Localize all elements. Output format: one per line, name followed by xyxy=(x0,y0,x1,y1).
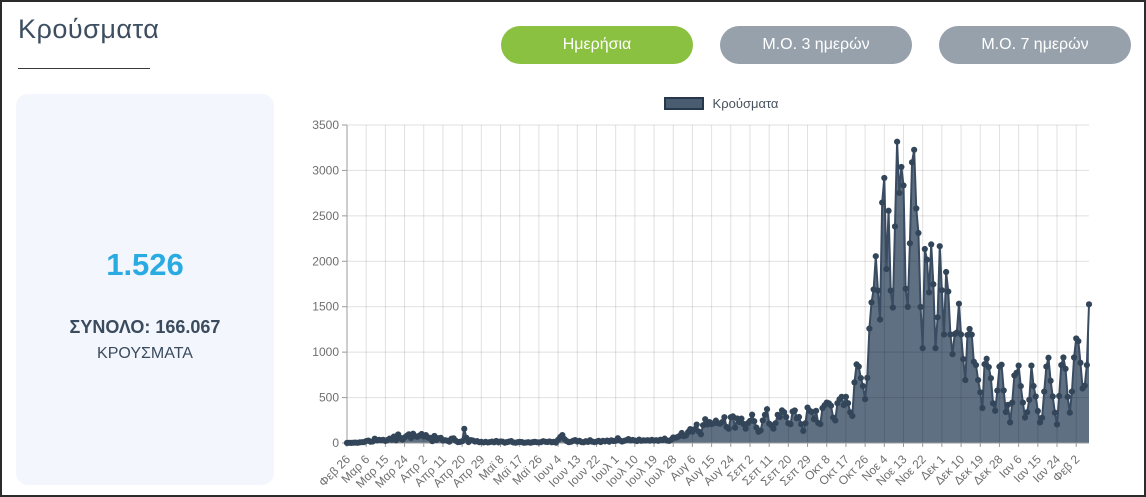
svg-text:2500: 2500 xyxy=(312,209,339,223)
cases-stat-card: 1.526 ΣΥΝΟΛΟ: 166.067 ΚΡΟΥΣΜΑΤΑ xyxy=(16,94,274,485)
svg-text:3500: 3500 xyxy=(312,118,339,132)
svg-text:500: 500 xyxy=(319,391,339,405)
svg-text:2000: 2000 xyxy=(312,254,339,268)
svg-text:0: 0 xyxy=(332,436,339,450)
cases-chart: Κρούσματα 0 500 1000 1500 2000 2500 3000 3500 Φε… xyxy=(297,94,1145,495)
page-title: Κρούσματα xyxy=(18,14,160,44)
cases-sub-label: ΚΡΟΥΣΜΑΤΑ xyxy=(97,344,193,362)
avg-3day-button[interactable]: Μ.Ο. 3 ημερών xyxy=(720,26,912,64)
daily-button[interactable]: Ημερήσια xyxy=(501,26,693,64)
legend-label: Κρούσματα xyxy=(712,95,779,111)
legend-swatch xyxy=(663,96,704,110)
chart-legend: Κρούσματα xyxy=(297,94,1144,112)
avg-7day-button[interactable]: Μ.Ο. 7 ημερών xyxy=(939,26,1131,64)
svg-text:1000: 1000 xyxy=(312,345,339,359)
title-underline xyxy=(18,68,150,69)
svg-text:3000: 3000 xyxy=(312,163,339,177)
svg-text:1500: 1500 xyxy=(312,300,339,314)
view-mode-buttons: Ημερήσια Μ.Ο. 3 ημερών Μ.Ο. 7 ημερών xyxy=(501,26,1131,64)
total-cases-label: ΣΥΝΟΛΟ: 166.067 xyxy=(69,316,221,337)
daily-cases-value: 1.526 xyxy=(106,246,184,282)
